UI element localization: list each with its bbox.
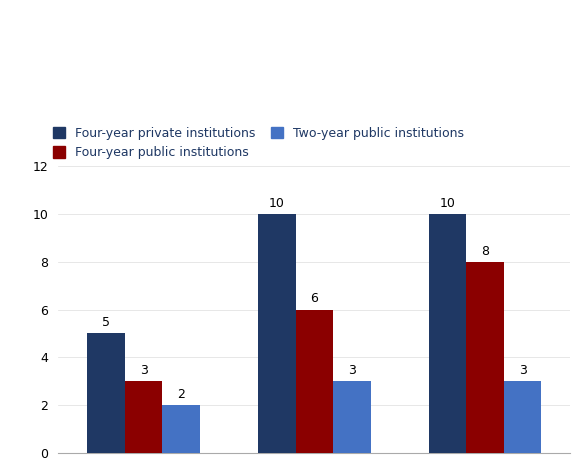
Bar [429, 214, 466, 453]
Bar [125, 381, 162, 453]
Legend: Four-year private institutions, Four-year public institutions, Two-year public i: Four-year private institutions, Four-yea… [53, 127, 464, 159]
Text: 3: 3 [140, 364, 147, 377]
Text: Median number of written contacts with a
typical prospective student – by enroll: Median number of written contacts with a… [47, 23, 535, 88]
Text: 8: 8 [481, 244, 489, 257]
Bar [466, 262, 504, 453]
Text: 5: 5 [102, 316, 110, 329]
Text: 10: 10 [439, 197, 455, 210]
Bar [162, 405, 200, 453]
Bar [87, 334, 125, 453]
Bar [504, 381, 541, 453]
Bar [258, 214, 296, 453]
Text: 2: 2 [177, 388, 185, 401]
Text: 3: 3 [348, 364, 356, 377]
Bar [333, 381, 371, 453]
Text: 3: 3 [519, 364, 527, 377]
Text: 6: 6 [310, 292, 318, 305]
Text: 10: 10 [269, 197, 285, 210]
Bar [296, 310, 333, 453]
